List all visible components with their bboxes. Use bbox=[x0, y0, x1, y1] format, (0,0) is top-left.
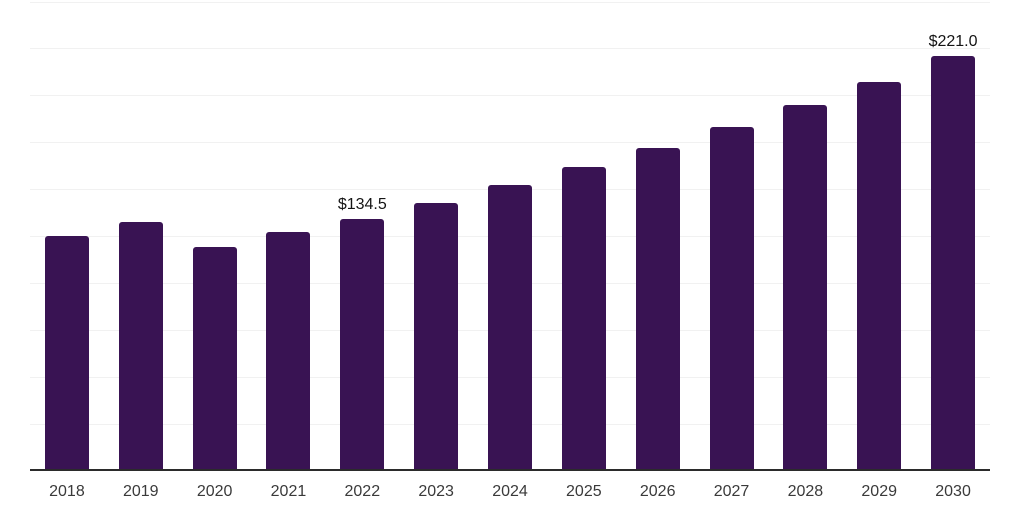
bar-2022 bbox=[340, 218, 385, 471]
x-tick-2026: 2026 bbox=[639, 483, 676, 500]
x-tick-2027: 2027 bbox=[713, 483, 750, 500]
bar-2018 bbox=[44, 235, 89, 471]
bar-slot-2022: $134.5 bbox=[325, 2, 399, 471]
x-tick-2019: 2019 bbox=[122, 483, 159, 500]
x-tick-2021: 2021 bbox=[270, 483, 307, 500]
x-tick-2030: 2030 bbox=[935, 483, 971, 500]
x-tick-2022: 2022 bbox=[344, 483, 381, 500]
bar-2020 bbox=[192, 247, 237, 471]
bars-row: $134.5 $221.0 bbox=[30, 2, 990, 471]
bar-slot-2028 bbox=[768, 2, 842, 471]
bar-value-label-2022: $134.5 bbox=[337, 195, 387, 213]
gridline-175 bbox=[30, 142, 990, 144]
bar-slot-2029 bbox=[842, 2, 916, 471]
bar-slot-2025 bbox=[547, 2, 621, 471]
bar-2023 bbox=[414, 202, 459, 471]
bar-slot-2020 bbox=[178, 2, 252, 471]
bar-slot-2019 bbox=[104, 2, 178, 471]
gridline-250 bbox=[30, 1, 990, 3]
bar-2021 bbox=[266, 232, 311, 471]
bar-2019 bbox=[118, 222, 163, 471]
bar-slot-2018 bbox=[30, 2, 104, 471]
x-tick-2020: 2020 bbox=[196, 483, 233, 500]
x-tick-2024: 2024 bbox=[492, 483, 528, 500]
x-axis-line bbox=[30, 469, 990, 471]
bar-2029 bbox=[857, 81, 902, 471]
bar-2026 bbox=[635, 147, 680, 471]
x-tick-2029: 2029 bbox=[861, 483, 897, 500]
bar-2027 bbox=[709, 126, 754, 471]
bar-slot-2024 bbox=[473, 2, 547, 471]
x-tick-2028: 2028 bbox=[787, 483, 824, 500]
bar-2030 bbox=[931, 56, 976, 471]
x-tick-2018: 2018 bbox=[49, 483, 85, 500]
bar-slot-2023 bbox=[399, 2, 473, 471]
bar-2024 bbox=[487, 185, 532, 471]
bar-2025 bbox=[561, 167, 606, 471]
x-tick-2023: 2023 bbox=[418, 483, 454, 500]
bar-value-label-2030: $221.0 bbox=[928, 33, 978, 51]
bar-slot-2026 bbox=[621, 2, 695, 471]
bar-slot-2021 bbox=[252, 2, 326, 471]
gridline-225 bbox=[30, 48, 990, 50]
bar-slot-2030: $221.0 bbox=[916, 2, 990, 471]
x-tick-2025: 2025 bbox=[566, 483, 602, 500]
plot-area: $134.5 $221.0 bbox=[30, 1, 990, 471]
x-axis-tick-labels: 2018 2019 2020 2021 2022 2023 2024 2025 2026 2027… bbox=[30, 483, 990, 501]
gridline-200 bbox=[30, 95, 990, 97]
bar-slot-2027 bbox=[695, 2, 769, 471]
bar-2028 bbox=[783, 105, 828, 471]
